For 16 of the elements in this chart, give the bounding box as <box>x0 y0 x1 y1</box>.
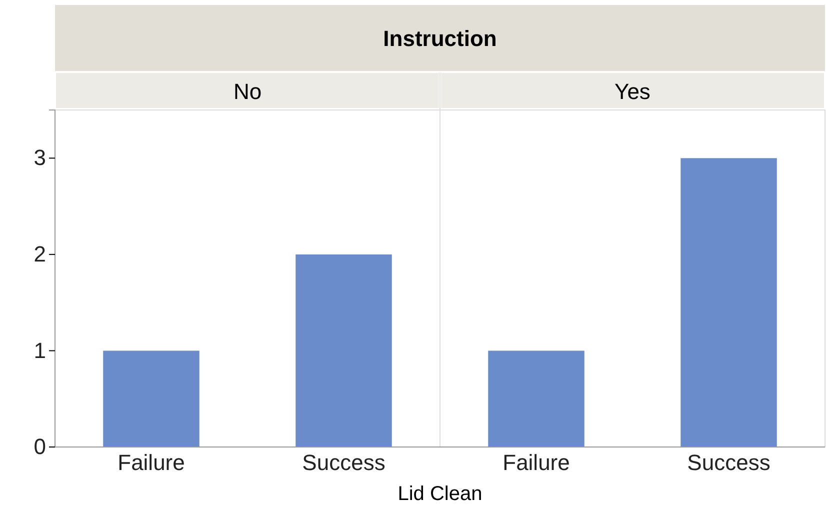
x-tick-label: Failure <box>502 450 570 475</box>
bar <box>103 350 200 447</box>
bar <box>680 158 777 447</box>
x-tick-label: Success <box>687 450 770 475</box>
bar <box>296 254 392 447</box>
y-tick-label: 1 <box>34 338 46 363</box>
x-tick-label: Success <box>302 450 386 475</box>
y-tick-label: 3 <box>34 145 46 170</box>
text: No <box>233 79 262 104</box>
y-tick-label: 2 <box>34 241 46 266</box>
x-axis-title: Lid Clean <box>398 483 482 505</box>
bar <box>488 350 584 447</box>
y-tick-label: 0 <box>34 434 46 460</box>
text: Yes <box>614 79 650 104</box>
x-tick-label: Failure <box>118 450 185 475</box>
text: Instruction <box>383 26 497 51</box>
